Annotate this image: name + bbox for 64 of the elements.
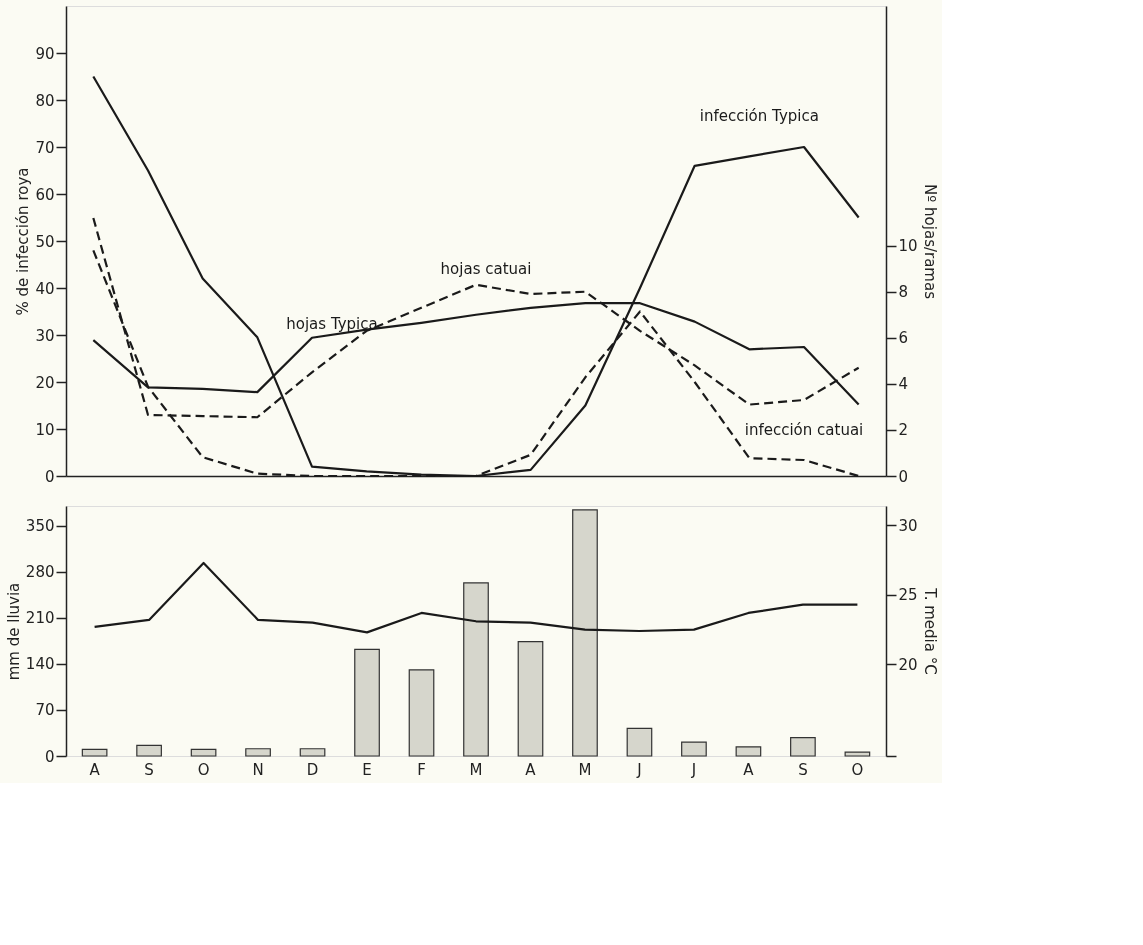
bar bbox=[463, 582, 489, 757]
y2-tick-label: 4 bbox=[898, 375, 909, 394]
bar bbox=[790, 736, 816, 757]
bar bbox=[245, 748, 271, 757]
bar bbox=[735, 746, 762, 757]
y2-tick-label: 6 bbox=[898, 329, 909, 348]
x-tick-label: S bbox=[798, 760, 808, 779]
y-tick-label: 10 bbox=[35, 420, 55, 439]
y2-tick-label: 20 bbox=[898, 655, 918, 674]
bar bbox=[299, 748, 326, 757]
y2-tick-label: 0 bbox=[898, 467, 909, 486]
bar bbox=[517, 640, 544, 757]
series-label: infección catuai bbox=[744, 421, 864, 440]
y2-tick-label: 30 bbox=[898, 516, 918, 535]
line-series bbox=[93, 561, 859, 634]
x-tick-label: E bbox=[362, 760, 372, 779]
y-tick-label: 280 bbox=[25, 563, 55, 582]
x-tick-label: O bbox=[197, 760, 210, 779]
bar bbox=[136, 744, 162, 757]
bar bbox=[408, 669, 435, 757]
bar bbox=[81, 748, 108, 757]
y-tick-label: 70 bbox=[35, 138, 55, 157]
series-label: hojas catuai bbox=[440, 259, 532, 278]
y-tick-label: 140 bbox=[25, 655, 55, 674]
y-tick-label: 50 bbox=[35, 232, 55, 251]
bar bbox=[844, 751, 871, 757]
x-tick-label: M bbox=[578, 760, 592, 779]
y2-tick-label: 25 bbox=[898, 586, 918, 605]
x-tick-label: F bbox=[417, 760, 426, 779]
series-label: hojas Typica bbox=[286, 314, 378, 333]
bar bbox=[681, 741, 707, 757]
y-tick-label: 0 bbox=[44, 467, 55, 486]
y-tick-label: 90 bbox=[35, 44, 55, 63]
y-tick-label: 80 bbox=[35, 91, 55, 110]
y2-axis-title: T. media °C bbox=[920, 587, 939, 675]
series-label: infección Typica bbox=[699, 107, 819, 126]
y-axis-title: mm de lluvia bbox=[4, 582, 23, 681]
x-tick-label: J bbox=[636, 760, 642, 779]
y2-tick-label: 2 bbox=[898, 421, 909, 440]
x-tick-label: N bbox=[252, 760, 264, 779]
x-tick-label: D bbox=[306, 760, 319, 779]
y-tick-label: 20 bbox=[35, 373, 55, 392]
y2-tick-label: 10 bbox=[898, 237, 918, 256]
x-tick-label: S bbox=[144, 760, 154, 779]
x-tick-label: M bbox=[469, 760, 483, 779]
bar bbox=[190, 748, 217, 757]
y-axis-title: % de infección roya bbox=[14, 167, 33, 316]
y2-axis-title: Nº hojas/ramas bbox=[920, 184, 939, 300]
y2-tick-label: 8 bbox=[898, 283, 909, 302]
bar bbox=[626, 727, 653, 757]
y-tick-label: 210 bbox=[25, 609, 55, 628]
y-tick-label: 30 bbox=[35, 326, 55, 345]
y-tick-label: 70 bbox=[35, 701, 55, 720]
x-tick-label: A bbox=[525, 760, 537, 779]
x-tick-label: O bbox=[851, 760, 864, 779]
bar bbox=[354, 648, 380, 757]
x-tick-label: J bbox=[690, 760, 697, 779]
y-tick-label: 350 bbox=[25, 517, 55, 536]
x-tick-label: A bbox=[89, 760, 101, 779]
y-tick-label: 60 bbox=[35, 185, 55, 204]
bar bbox=[572, 509, 598, 757]
x-tick-label: A bbox=[743, 760, 755, 779]
y-tick-label: 0 bbox=[44, 747, 55, 766]
y-tick-label: 40 bbox=[35, 279, 55, 298]
